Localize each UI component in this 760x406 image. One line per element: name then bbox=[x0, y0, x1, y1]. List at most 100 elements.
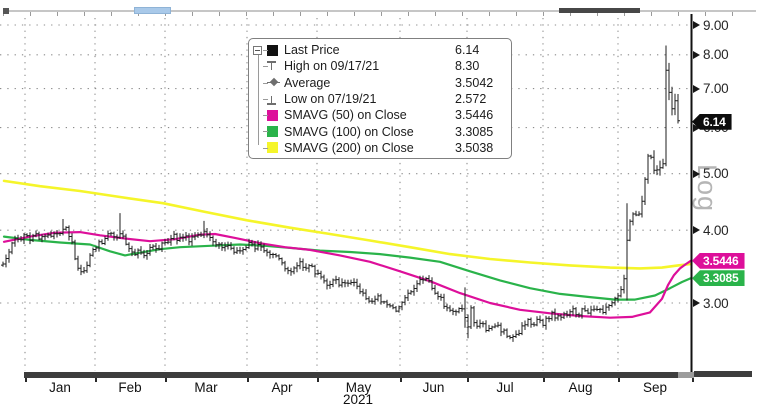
scrollbar-tick bbox=[192, 12, 193, 16]
y-axis-tick: 5.00 bbox=[693, 166, 729, 182]
month-label-feb: Feb bbox=[118, 380, 142, 395]
x-axis-bar-gap bbox=[678, 372, 694, 378]
y-axis-tick: 3.00 bbox=[693, 295, 729, 311]
scrollbar-tick bbox=[138, 12, 139, 16]
legend-box: Last Price 6.14 High on 09/17/21 8.30 Averag… bbox=[248, 38, 512, 159]
scrollbar-tick bbox=[732, 12, 733, 16]
legend-collapse-toggle-icon[interactable] bbox=[253, 46, 262, 55]
low-marker bbox=[267, 94, 276, 105]
sma200-swatch-icon bbox=[267, 142, 280, 154]
scrollbar-left-nub[interactable] bbox=[3, 8, 9, 14]
legend-tree-line bbox=[258, 53, 259, 145]
scrollbar-tick bbox=[462, 12, 463, 16]
scrollbar-tick bbox=[678, 12, 679, 16]
legend-value: 3.5446 bbox=[455, 108, 494, 123]
y-tick-label: 8.00 bbox=[703, 47, 729, 63]
y-axis-tick: 8.00 bbox=[693, 47, 729, 63]
scrollbar-tick bbox=[651, 12, 652, 16]
legend-label: SMAVG (100) on Close bbox=[284, 124, 414, 139]
scrollbar-tick bbox=[381, 12, 382, 16]
y-axis-tick: 7.00 bbox=[693, 81, 729, 97]
scrollbar-thumb-blue[interactable] bbox=[134, 7, 171, 14]
month-label-jul: Jul bbox=[496, 380, 514, 395]
x-axis-bar-right bbox=[694, 371, 752, 377]
price-badge-last-price: 6.14 bbox=[692, 113, 732, 130]
scrollbar-tick bbox=[327, 12, 328, 16]
month-label-apr: Apr bbox=[271, 380, 293, 395]
y-tick-arrow-icon bbox=[693, 226, 700, 235]
scrollbar-tick bbox=[30, 12, 31, 16]
legend-row: SMAVG (100) on Close 3.3085 bbox=[254, 123, 507, 139]
scrollbar-tick bbox=[165, 12, 166, 16]
scrollbar-tick bbox=[219, 12, 220, 16]
scrollbar-tick bbox=[570, 12, 571, 16]
y-tick-arrow-icon bbox=[693, 299, 700, 307]
legend-label: Last Price bbox=[284, 43, 340, 58]
y-tick-label: 9.00 bbox=[703, 17, 729, 33]
scrollbar-tick bbox=[3, 12, 4, 16]
scrollbar-tick bbox=[489, 12, 490, 16]
high-marker-icon bbox=[267, 60, 280, 72]
scrollbar-tick bbox=[543, 12, 544, 16]
legend-label: Average bbox=[284, 75, 331, 90]
month-label-mar: Mar bbox=[194, 380, 218, 395]
average-marker bbox=[267, 78, 280, 87]
scrollbar-tick bbox=[354, 12, 355, 16]
y-tick-label: 7.00 bbox=[703, 81, 729, 97]
scrollbar-tick bbox=[300, 12, 301, 16]
scrollbar-tick bbox=[624, 12, 625, 16]
price-badge-sma50: 3.5446 bbox=[692, 252, 745, 269]
legend-value: 3.5042 bbox=[455, 75, 494, 90]
scrollbar-tick bbox=[597, 12, 598, 16]
month-label-jan: Jan bbox=[49, 380, 71, 395]
y-axis-tick: 9.00 bbox=[693, 17, 729, 33]
sma200-swatch bbox=[267, 142, 278, 154]
x-axis-bar bbox=[24, 372, 678, 378]
legend-label: SMAVG (200) on Close bbox=[284, 140, 414, 155]
scrollbar-tick bbox=[273, 12, 274, 16]
y-tick-arrow-icon bbox=[693, 123, 700, 132]
y-tick-label: 3.00 bbox=[703, 295, 729, 311]
legend-row: Average 3.5042 bbox=[254, 75, 507, 91]
y-tick-label: 4.00 bbox=[703, 222, 729, 238]
average-marker-icon bbox=[267, 78, 280, 87]
last-price-swatch-icon bbox=[267, 44, 280, 56]
ohlc-bars bbox=[1, 45, 680, 342]
sma50-line bbox=[2, 231, 693, 319]
sma50-swatch bbox=[267, 109, 278, 121]
month-label-jun: Jun bbox=[422, 380, 445, 395]
scrollbar-thumb-dark[interactable] bbox=[559, 8, 640, 13]
scrollbar-tick bbox=[516, 12, 517, 16]
scrollbar-tick bbox=[57, 12, 58, 16]
scrollbar-tick bbox=[435, 12, 436, 16]
scrollbar-tick bbox=[111, 12, 112, 16]
legend-value: 3.3085 bbox=[455, 124, 494, 139]
sma100-swatch-icon bbox=[267, 126, 280, 138]
legend-label: SMAVG (50) on Close bbox=[284, 108, 407, 123]
sma100-line bbox=[2, 235, 693, 301]
legend-row: SMAVG (50) on Close 3.5446 bbox=[254, 107, 507, 123]
y-tick-arrow-icon bbox=[693, 169, 700, 178]
y-axis-tick: 4.00 bbox=[693, 222, 729, 238]
month-label-may: May bbox=[345, 380, 372, 395]
legend-value: 6.14 bbox=[455, 43, 480, 58]
month-label-sep: Sep bbox=[642, 380, 668, 395]
y-tick-label: 5.00 bbox=[703, 166, 729, 182]
legend-label: High on 09/17/21 bbox=[284, 59, 380, 74]
last-price-swatch bbox=[267, 44, 278, 56]
sma200-line bbox=[2, 179, 693, 270]
sma50-swatch-icon bbox=[267, 109, 280, 121]
legend-value: 3.5038 bbox=[455, 140, 494, 155]
legend-row: SMAVG (200) on Close 3.5038 bbox=[254, 140, 507, 156]
price-badge-sma100: 3.3085 bbox=[692, 270, 745, 287]
timeline-scrollbar-track[interactable] bbox=[3, 10, 756, 12]
sma100-swatch bbox=[267, 126, 278, 138]
scrollbar-tick bbox=[705, 12, 706, 16]
legend-value: 2.572 bbox=[455, 92, 487, 107]
legend-row: Low on 07/19/21 2.572 bbox=[254, 91, 507, 107]
month-label-aug: Aug bbox=[568, 380, 593, 395]
y-tick-arrow-icon bbox=[693, 21, 700, 29]
scrollbar-tick bbox=[84, 12, 85, 16]
